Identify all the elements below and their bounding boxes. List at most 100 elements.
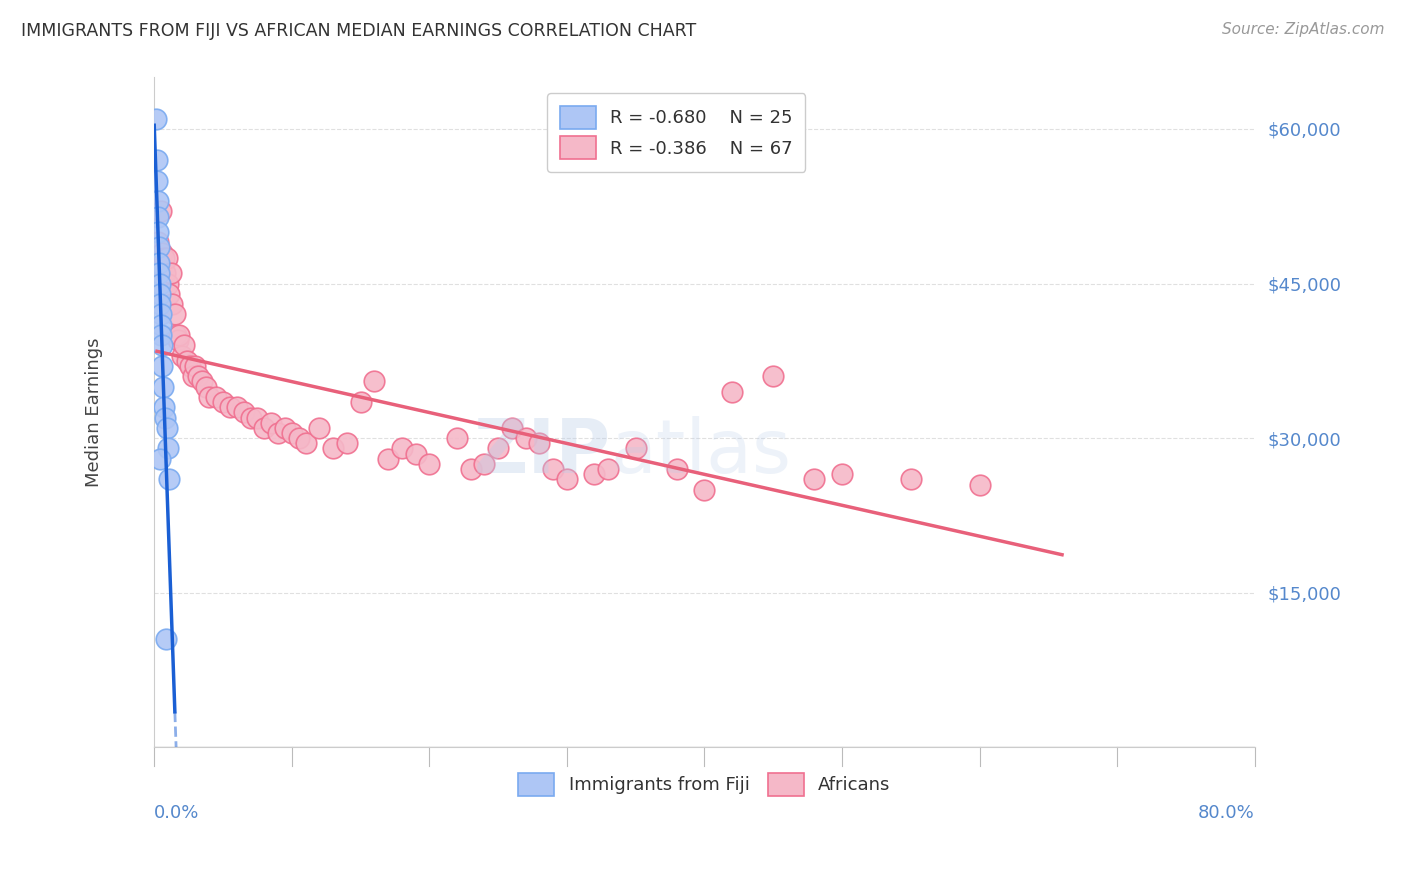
Point <box>693 483 716 497</box>
Point <box>322 442 344 456</box>
Point <box>583 467 606 482</box>
Point <box>260 416 283 430</box>
Point <box>170 349 193 363</box>
Point <box>167 328 190 343</box>
Point <box>148 235 170 250</box>
Text: ZIP: ZIP <box>474 416 610 489</box>
Point <box>212 395 235 409</box>
Point <box>665 462 688 476</box>
Point <box>900 472 922 486</box>
Point <box>146 210 169 224</box>
Point <box>153 401 176 415</box>
Point <box>721 384 744 399</box>
Point <box>157 472 180 486</box>
Point <box>624 442 647 456</box>
Point <box>308 421 330 435</box>
Point <box>150 204 173 219</box>
Point <box>486 442 509 456</box>
Point <box>156 277 179 291</box>
Point <box>150 318 173 332</box>
Point <box>148 266 170 280</box>
Point <box>405 447 427 461</box>
Point <box>181 369 204 384</box>
Point <box>153 251 176 265</box>
Point <box>195 379 218 393</box>
Point <box>239 410 262 425</box>
Point <box>146 194 169 208</box>
Point <box>159 266 181 280</box>
Legend: Immigrants from Fiji, Africans: Immigrants from Fiji, Africans <box>506 760 903 809</box>
Point <box>155 251 177 265</box>
Point <box>176 354 198 368</box>
Point <box>969 477 991 491</box>
Point <box>281 425 304 440</box>
Point <box>149 308 172 322</box>
Point <box>149 297 172 311</box>
Point <box>163 308 186 322</box>
Text: Source: ZipAtlas.com: Source: ZipAtlas.com <box>1222 22 1385 37</box>
Point <box>294 436 316 450</box>
Point <box>391 442 413 456</box>
Point <box>150 328 173 343</box>
Point <box>152 245 174 260</box>
Text: atlas: atlas <box>610 416 792 489</box>
Point <box>156 442 179 456</box>
Point <box>349 395 371 409</box>
Point <box>149 451 172 466</box>
Point <box>150 338 173 352</box>
Point <box>336 436 359 450</box>
Point <box>165 328 187 343</box>
Point <box>218 401 240 415</box>
Point <box>152 379 174 393</box>
Point <box>145 112 167 126</box>
Point <box>155 632 177 647</box>
Point <box>155 410 177 425</box>
Point <box>166 333 188 347</box>
Point <box>555 472 578 486</box>
Point <box>157 286 180 301</box>
Point <box>149 277 172 291</box>
Point <box>198 390 221 404</box>
Text: 0.0%: 0.0% <box>155 804 200 822</box>
Point <box>598 462 620 476</box>
Point <box>287 431 309 445</box>
Point <box>232 405 254 419</box>
Point <box>191 375 214 389</box>
Point <box>501 421 523 435</box>
Point <box>148 240 170 254</box>
Point <box>803 472 825 486</box>
Text: IMMIGRANTS FROM FIJI VS AFRICAN MEDIAN EARNINGS CORRELATION CHART: IMMIGRANTS FROM FIJI VS AFRICAN MEDIAN E… <box>21 22 696 40</box>
Point <box>460 462 482 476</box>
Text: 80.0%: 80.0% <box>1198 804 1254 822</box>
Point <box>148 256 170 270</box>
Point <box>515 431 537 445</box>
Point <box>418 457 440 471</box>
Point <box>831 467 853 482</box>
Point <box>155 266 177 280</box>
Point <box>225 401 247 415</box>
Point <box>187 369 209 384</box>
Point <box>529 436 551 450</box>
Point <box>246 410 269 425</box>
Point <box>363 375 385 389</box>
Point <box>762 369 785 384</box>
Point <box>472 457 495 471</box>
Point <box>274 421 297 435</box>
Point <box>205 390 228 404</box>
Point <box>179 359 201 373</box>
Point <box>152 359 174 373</box>
Point <box>146 173 169 187</box>
Point <box>253 421 276 435</box>
Text: Median Earnings: Median Earnings <box>84 338 103 487</box>
Point <box>184 359 207 373</box>
Point <box>267 425 290 440</box>
Point <box>446 431 468 445</box>
Point <box>160 297 183 311</box>
Point <box>377 451 399 466</box>
Point <box>148 225 170 239</box>
Point <box>146 153 169 167</box>
Point <box>155 421 177 435</box>
Point <box>541 462 564 476</box>
Point <box>173 338 195 352</box>
Point <box>149 286 172 301</box>
